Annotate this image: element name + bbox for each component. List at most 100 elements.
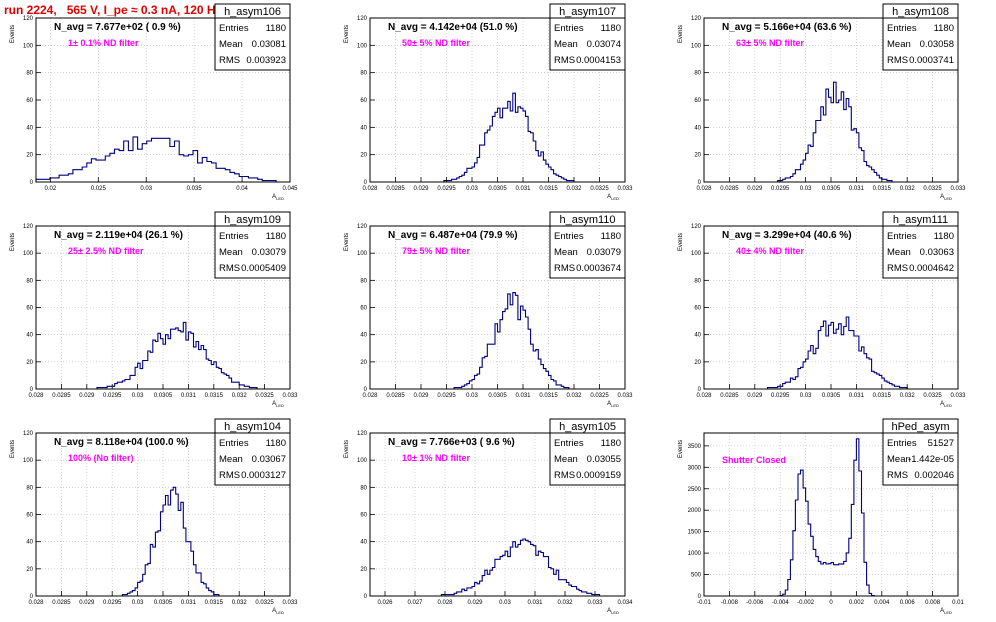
stats-value: 0.0009159: [576, 470, 621, 481]
y-tick-label: 20: [694, 153, 701, 159]
x-tick-label: 0.027: [407, 600, 423, 606]
stats-value: 1180: [934, 231, 954, 242]
stats-value: 0.0004642: [909, 263, 954, 274]
stats-label: Entries: [554, 23, 584, 34]
y-tick-label: 20: [360, 567, 367, 573]
navg-label: N_avg = 7.677e+02 ( 0.9 %): [54, 22, 181, 33]
y-tick-label: 80: [26, 278, 33, 284]
x-tick-label: 0.029: [79, 600, 95, 606]
y-tick-label: 20: [26, 153, 33, 159]
stats-label: RMS: [219, 55, 240, 66]
y-axis-label: Events: [10, 440, 16, 458]
x-tick-label: 0.033: [950, 186, 966, 192]
x-tick-label: 0.03: [466, 186, 478, 192]
stats-label: Entries: [887, 23, 917, 34]
histogram-series: [36, 321, 290, 390]
x-tick-label: 0.0305: [822, 186, 841, 192]
stats-hist-name: h_asym104: [224, 421, 281, 433]
x-tick-label: 0.028: [362, 393, 378, 399]
stats-label: Mean: [219, 454, 243, 465]
y-tick-label: 40: [26, 125, 33, 131]
y-axis-label: Events: [10, 233, 16, 251]
x-tick-label: 0.029: [413, 186, 429, 192]
y-axis-label: Events: [344, 25, 350, 43]
x-tick-label: 0.0295: [437, 393, 456, 399]
y-tick-label: 0: [698, 387, 702, 393]
x-tick-label: 0.029: [747, 393, 763, 399]
stats-label: Entries: [219, 438, 249, 449]
x-tick-label: 0.0315: [205, 393, 224, 399]
x-tick-label: 0.032: [900, 393, 916, 399]
y-tick-label: 80: [360, 278, 367, 284]
y-tick-label: 0: [698, 594, 702, 600]
x-tick-label: 0.0295: [103, 393, 122, 399]
y-tick-label: 0: [30, 180, 34, 186]
y-tick-label: 0: [364, 180, 368, 186]
y-tick-label: 80: [26, 71, 33, 77]
filter-annotation: 40± 4% ND filter: [736, 246, 804, 256]
y-tick-label: 80: [694, 278, 701, 284]
stats-value: 0.0005409: [241, 263, 286, 274]
y-tick-label: 40: [26, 540, 33, 546]
x-tick-label: 0.01: [952, 600, 964, 606]
y-tick-label: 40: [26, 333, 33, 339]
x-tick-label: 0.0325: [923, 186, 942, 192]
y-axis-label: Events: [678, 440, 684, 458]
stats-label: Mean: [554, 247, 578, 258]
x-tick-label: 0.031: [849, 393, 865, 399]
stats-hist-name: hPed_asym: [891, 421, 949, 433]
x-tick-label: 0.033: [282, 600, 298, 606]
stats-label: RMS: [554, 263, 575, 274]
stats-box: [214, 418, 291, 486]
stats-label: Entries: [219, 231, 249, 242]
stats-label: RMS: [554, 55, 575, 66]
stats-label: RMS: [887, 263, 908, 274]
histogram-panel: 0.028 0.0285 0.029 0.0295 0.03 0.0305 0.031 0.0…: [10, 211, 298, 408]
x-axis-label: ALED: [272, 401, 284, 408]
x-tick-label: 0.0315: [539, 393, 558, 399]
y-tick-label: 80: [360, 71, 367, 77]
filter-annotation: 79± 5% ND filter: [402, 246, 470, 256]
x-tick-label: 0.028: [362, 186, 378, 192]
x-tick-label: 0.0305: [488, 186, 507, 192]
x-tick-label: 0.032: [232, 600, 248, 606]
histogram-series: [35, 136, 290, 183]
x-tick-label: 0.008: [925, 600, 941, 606]
y-tick-label: 60: [360, 98, 367, 104]
y-tick-label: 100: [357, 458, 368, 464]
filter-annotation: 1± 0.1% ND filter: [68, 38, 139, 48]
x-tick-label: 0.031: [849, 186, 865, 192]
y-tick-label: 100: [357, 251, 368, 257]
y-tick-label: 100: [691, 43, 702, 49]
y-tick-label: 120: [691, 224, 702, 230]
x-axis-label: ALED: [607, 194, 619, 201]
navg-label: N_avg = 5.166e+04 (63.6 %): [722, 22, 852, 33]
x-tick-label: 0.031: [181, 393, 197, 399]
x-tick-label: 0.04: [236, 186, 248, 192]
x-tick-label: 0.028: [28, 393, 44, 399]
histogram-panel: 0.028 0.0285 0.029 0.0295 0.03 0.0305 0.031 0.0…: [10, 418, 298, 615]
filter-annotation: Shutter Closed: [722, 455, 786, 465]
x-tick-label: 0.0305: [488, 393, 507, 399]
x-tick-label: 0.033: [282, 393, 298, 399]
y-tick-label: 80: [694, 71, 701, 77]
y-axis-label: Events: [10, 25, 16, 43]
y-tick-label: 3500: [688, 444, 702, 450]
stats-label: RMS: [887, 55, 908, 66]
stats-hist-name: h_asym110: [559, 214, 615, 226]
stats-label: Entries: [219, 23, 249, 34]
y-tick-label: 60: [26, 98, 33, 104]
y-tick-label: 40: [360, 333, 367, 339]
y-tick-label: 0: [30, 594, 34, 600]
y-tick-label: 60: [26, 306, 33, 312]
y-tick-label: 100: [23, 43, 34, 49]
y-tick-label: 0: [698, 180, 702, 186]
x-axis-label: ALED: [940, 401, 952, 408]
y-tick-label: 120: [23, 16, 34, 22]
navg-label: N_avg = 2.119e+04 (26.1 %): [54, 230, 183, 241]
y-tick-label: 0: [364, 594, 368, 600]
x-tick-label: 0.0325: [590, 393, 609, 399]
x-tick-label: 0.03: [800, 393, 812, 399]
stats-label: Entries: [887, 438, 917, 449]
